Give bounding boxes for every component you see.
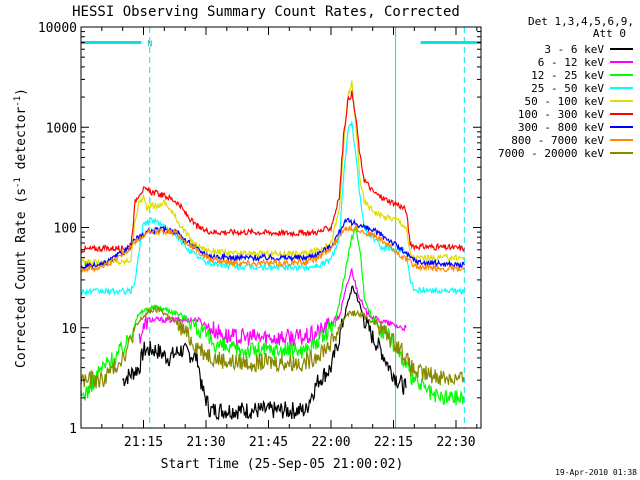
series-line-3-6-keV [122, 285, 407, 421]
legend-label: 50 - 100 keV [525, 95, 605, 108]
legend-header-line2: Att 0 [593, 27, 626, 40]
legend-label: 7000 - 20000 keV [498, 147, 604, 160]
legend-label: 800 - 7000 keV [511, 134, 604, 147]
y-axis-label-sup1: -1 [13, 177, 23, 188]
x-tick-label: 21:30 [186, 435, 225, 450]
series-line-300-800-keV [80, 218, 465, 270]
legend-label: 100 - 300 keV [518, 108, 604, 121]
x-axis-label: Start Time (25-Sep-05 21:00:02) [161, 457, 404, 472]
series-line-50-100-keV [80, 80, 465, 268]
series-line-6-12-keV [138, 268, 407, 347]
x-tick-label: 21:15 [124, 435, 163, 450]
plot-frame [80, 26, 482, 429]
y-tick-label: 1000 [46, 121, 77, 136]
legend-label: 12 - 25 keV [531, 69, 604, 82]
x-tick-label: 21:45 [249, 435, 288, 450]
chart-title: HESSI Observing Summary Count Rates, Cor… [72, 4, 460, 20]
series-line-800-7000-keV [80, 224, 465, 273]
series-line-7000-20000-keV [80, 306, 465, 389]
x-tick-label: 22:00 [311, 435, 350, 450]
x-tick-label: 22:30 [436, 435, 475, 450]
y-axis-label-end: ) [14, 88, 29, 96]
y-axis-label-main: Corrected Count Rate (s [14, 188, 29, 368]
night-annotation: N [147, 40, 152, 49]
axis-ticks: 1 10 100 1000 10000 21:15 21:30 21:45 22:00 22:15… [38, 21, 481, 450]
legend-label: 25 - 50 keV [531, 82, 604, 95]
y-axis-label-sup2: -1 [13, 96, 23, 107]
y-axis-label: Corrected Count Rate (s-1 detector-1) [13, 88, 29, 368]
y-tick-label: 1 [69, 422, 77, 437]
legend-header-line1: Det 1,3,4,5,6,9, [528, 15, 634, 28]
legend-label: 3 - 6 keV [544, 43, 604, 56]
y-tick-label: 10 [61, 322, 77, 337]
y-axis-label-mid: detector [14, 107, 29, 178]
legend-label: 300 - 800 keV [518, 121, 604, 134]
series-line-12-25-keV [80, 225, 465, 406]
legend-label: 6 - 12 keV [538, 56, 605, 69]
series-line-100-300-keV [80, 90, 465, 254]
x-tick-label: 22:15 [374, 435, 413, 450]
series-line-25-50-keV [80, 121, 465, 297]
y-tick-label: 100 [54, 222, 77, 237]
plot-area: N [80, 27, 481, 428]
timestamp: 19-Apr-2010 01:38 [555, 468, 637, 477]
y-tick-label: 10000 [38, 21, 77, 36]
